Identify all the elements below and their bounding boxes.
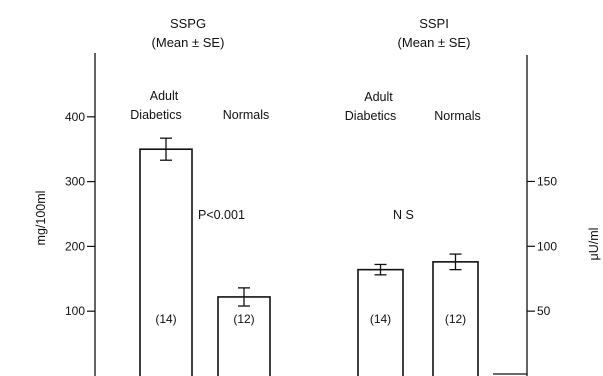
sspi-category-label-0-line-1: Diabetics — [345, 109, 396, 123]
sspi-title: SSPI — [419, 16, 449, 31]
sspi-tick-label-2: 150 — [537, 174, 557, 188]
sspi-tick-label-0: 50 — [537, 304, 551, 318]
sspg-bar-0 — [139, 148, 193, 376]
sspg-p-value-annotation: P<0.001 — [198, 208, 245, 222]
sspg-tick-label-2: 300 — [65, 175, 85, 189]
sspg-subtitle: (Mean ± SE) — [152, 35, 225, 50]
chart-marks: 100 200 300 400 (14) (12) Adult Diabetics Normal… — [65, 89, 557, 376]
sspg-category-label-0-line-1: Diabetics — [130, 108, 181, 122]
sspi-category-label-1: Normals — [434, 109, 481, 123]
right-y-axis-label: μU/ml — [587, 228, 601, 261]
left-y-axis-label: mg/100ml — [34, 191, 48, 246]
sspi-ns-annotation: N S — [393, 208, 414, 222]
sspg-tick-label-3: 400 — [65, 110, 85, 124]
sspg-category-label-0-line-0: Adult — [150, 89, 179, 103]
sspi-category-label-0-line-0: Adult — [364, 90, 393, 104]
sspg-tick-label-0: 100 — [65, 304, 85, 318]
sspi-bar-0 — [357, 268, 404, 376]
sspi-subtitle: (Mean ± SE) — [398, 35, 471, 50]
sspi-count-1: (12) — [445, 312, 466, 326]
sspi-bar-1 — [432, 261, 479, 376]
sspi-count-0: (14) — [370, 312, 391, 326]
sspg-title: SSPG — [170, 16, 206, 31]
sspg-category-label-1: Normals — [223, 108, 270, 122]
sspi-tick-label-1: 100 — [537, 239, 557, 253]
sspg-bar-1 — [217, 296, 271, 376]
sspg-count-1: (12) — [233, 312, 254, 326]
sspg-tick-label-1: 200 — [65, 239, 85, 253]
sspg-count-0: (14) — [155, 312, 176, 326]
